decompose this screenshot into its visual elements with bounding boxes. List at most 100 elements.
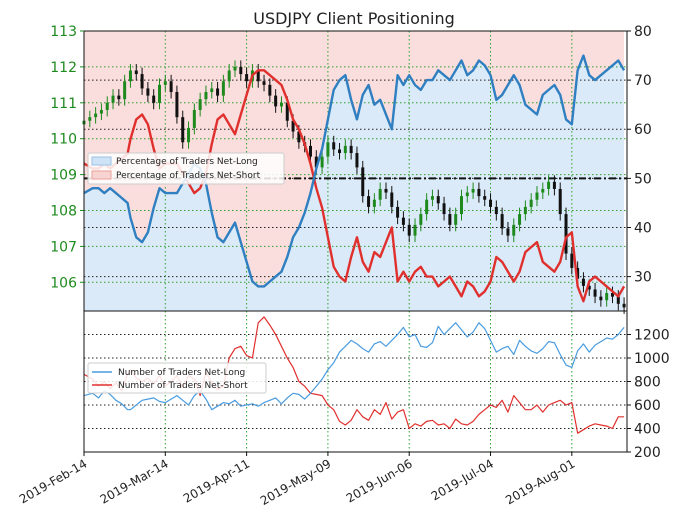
candle-body	[349, 145, 353, 154]
candle-body	[274, 95, 278, 107]
candle-body	[407, 224, 411, 236]
bottom-legend: Number of Traders Net-Long Number of Trad…	[87, 362, 267, 394]
candle-body	[593, 289, 597, 297]
right-tick-label: 60	[634, 122, 652, 138]
legend-swatch-net-short	[91, 170, 112, 180]
candle-body	[605, 293, 609, 301]
candle-body	[88, 117, 92, 121]
bottom-right-tick-label: 800	[634, 375, 661, 391]
candle-body	[279, 102, 283, 107]
bottom-right-tick-label: 1000	[634, 351, 670, 367]
candle-body	[384, 188, 388, 193]
candle-body	[320, 156, 324, 168]
left-tick-label: 111	[50, 96, 77, 112]
left-tick-label: 106	[50, 275, 77, 291]
legend-label-net-long-pct: Percentage of Traders Net-Long	[116, 157, 258, 167]
candle-body	[262, 81, 266, 85]
net-long-line	[83, 54, 626, 288]
candle-body	[622, 303, 626, 308]
candle-body	[181, 117, 185, 143]
left-tick-label: 108	[50, 203, 77, 219]
candle-body	[268, 84, 272, 96]
legend-swatch-net-long	[91, 156, 112, 166]
candle-body	[216, 88, 220, 96]
bottom-right-tick-label: 400	[634, 422, 661, 438]
candle-body	[483, 196, 487, 200]
candle-body	[442, 203, 446, 215]
legend-label-count-net-short: Number of Traders Net-Short	[118, 381, 248, 391]
candle-body	[367, 196, 371, 207]
candle-body	[535, 192, 539, 200]
candle-body	[239, 66, 243, 75]
left-axis-ticks: 106 107 108 109 110 111 112 113	[50, 24, 84, 291]
top-legend-box	[87, 152, 285, 185]
candle-body	[146, 88, 150, 96]
candle-body	[494, 206, 498, 215]
candle-body	[576, 267, 580, 279]
candle-body	[500, 214, 504, 229]
candle-body	[140, 74, 144, 89]
candle-body	[372, 199, 376, 207]
candle-body	[355, 153, 359, 168]
candle-body	[390, 192, 394, 207]
candle-body	[227, 70, 231, 82]
candle-body	[245, 74, 249, 82]
candle-body	[396, 206, 400, 218]
price-candles	[82, 60, 626, 314]
candle-body	[506, 228, 510, 236]
candle-body	[448, 214, 452, 225]
candle-body	[558, 188, 562, 215]
candle-body	[297, 131, 301, 143]
candle-body	[198, 99, 202, 110]
bottom-right-tick-label: 1200	[634, 328, 670, 344]
candle-body	[314, 156, 318, 168]
candle-body	[152, 95, 156, 103]
top-panel: 106 107 108 109 110 111 112 113 30 40 50 60 70 80 Pe…	[50, 24, 652, 314]
candle-body	[361, 167, 365, 197]
right-axis-ticks: 30 40 50 60 70 80	[627, 24, 652, 286]
candle-body	[332, 142, 336, 150]
candle-body	[471, 188, 475, 193]
candle-body	[610, 293, 614, 297]
candle-body	[419, 214, 423, 225]
candle-body	[175, 92, 179, 118]
candle-body	[187, 127, 191, 143]
candle-body	[221, 81, 225, 96]
bottom-right-tick-label: 600	[634, 398, 661, 414]
candle-body	[99, 109, 103, 114]
candle-body	[529, 199, 533, 207]
candle-body	[581, 278, 585, 286]
candle-body	[128, 70, 132, 82]
candle-body	[459, 196, 463, 215]
right-tick-label: 70	[634, 73, 652, 89]
candle-body	[413, 224, 417, 236]
candle-body	[285, 102, 289, 121]
candle-body	[518, 214, 522, 225]
candle-body	[111, 95, 115, 103]
candle-body	[552, 181, 556, 189]
candle-body	[541, 188, 545, 193]
candle-body	[599, 296, 603, 301]
candle-body	[430, 196, 434, 200]
candle-body	[616, 296, 620, 304]
candle-body	[233, 66, 237, 71]
top-legend: Percentage of Traders Net-Long Percentage…	[87, 152, 285, 185]
candle-body	[105, 102, 109, 110]
candle-body	[291, 120, 295, 132]
left-tick-label: 109	[50, 168, 77, 184]
right-tick-label: 30	[634, 270, 652, 286]
right-tick-label: 50	[634, 171, 652, 187]
left-tick-label: 110	[50, 132, 77, 148]
candle-body	[169, 81, 173, 93]
candle-body	[94, 113, 98, 118]
candle-body	[570, 253, 574, 268]
candle-body	[326, 142, 330, 157]
legend-label-net-short-pct: Percentage of Traders Net-Short	[116, 171, 261, 181]
candle-body	[477, 188, 481, 197]
candle-body	[425, 199, 429, 215]
bottom-panel: 200 400 600 800 1000 1200 Number of Traders N…	[83, 310, 670, 461]
left-tick-label: 112	[50, 60, 77, 76]
candle-body	[436, 196, 440, 204]
candle-body	[547, 181, 551, 189]
right-tick-label: 40	[634, 220, 652, 236]
